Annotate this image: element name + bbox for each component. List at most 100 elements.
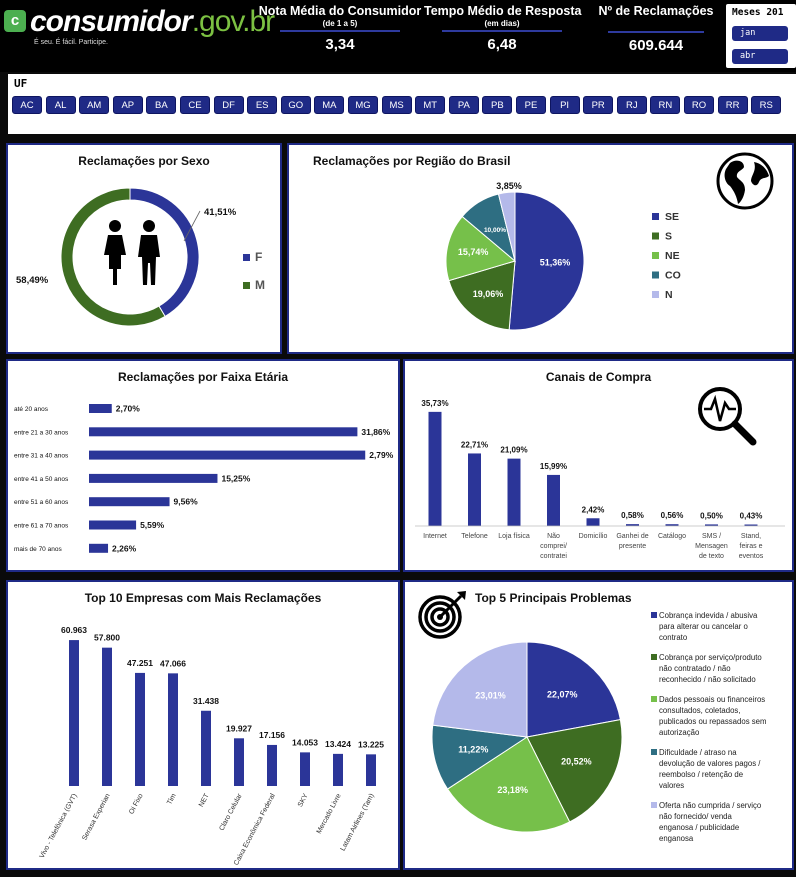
data-label: 23,01%	[475, 691, 506, 701]
data-label: 17.156	[259, 730, 285, 740]
panel-canais: Canais de Compra 35,73% Internet 22,71% Tel…	[403, 359, 794, 572]
tick-label: presente	[619, 543, 646, 550]
data-label: 0,50%	[700, 511, 723, 520]
target-icon	[418, 591, 466, 639]
uf-button-ro[interactable]: RO	[684, 96, 714, 114]
legend-swatch	[652, 252, 659, 259]
legend-label: autorização	[659, 728, 700, 737]
bar	[705, 524, 718, 526]
data-label: 31.438	[193, 696, 219, 706]
tick-label: Latam Airlines (Tam)	[340, 793, 376, 853]
panel-faixa-etaria: Reclamações por Faixa Etária até 20 anos…	[6, 359, 400, 572]
uf-button-rr[interactable]: RR	[717, 96, 748, 114]
target-arrow-shaft	[438, 594, 463, 619]
pie-slice-3	[446, 736, 571, 833]
uf-button-pe[interactable]: PE	[516, 96, 546, 114]
uf-button-pr[interactable]: PR	[583, 96, 614, 114]
data-label: 60.963	[61, 625, 87, 635]
pie-slice-s	[448, 260, 516, 331]
data-label: 47.066	[160, 658, 186, 668]
tick-label: eventos	[739, 553, 764, 560]
uf-button-go[interactable]: GO	[280, 96, 311, 114]
magnifier-lens	[698, 387, 742, 431]
legend-swatch	[652, 291, 659, 298]
uf-button-ce[interactable]: CE	[180, 96, 210, 114]
uf-button-rn[interactable]: RN	[650, 96, 681, 114]
uf-button-ms[interactable]: MS	[381, 96, 412, 114]
uf-button-al[interactable]: AL	[45, 96, 76, 114]
panel-empresas: Top 10 Empresas com Mais Reclamações 60.…	[6, 580, 400, 870]
tick-label: Mensagen	[695, 543, 728, 550]
tick-label: Vivo - Telefônica (GVT)	[39, 793, 79, 860]
uf-button-ac[interactable]: AC	[12, 96, 42, 114]
data-label-co: 10,00%	[484, 227, 506, 234]
uf-button-pa[interactable]: PA	[448, 96, 479, 114]
person-female-head	[109, 220, 121, 232]
search-pulse-icon	[698, 387, 757, 446]
tick-label: até 20 anos	[14, 406, 49, 413]
data-label: 21,09%	[500, 446, 527, 455]
uf-button-es[interactable]: ES	[247, 96, 278, 114]
tick-label: entre 31 a 40 anos	[14, 453, 69, 460]
uf-button-pi[interactable]: PI	[549, 96, 580, 114]
panel-sexo: Reclamações por Sexo 41,51% 58,49% F M	[6, 143, 282, 354]
kpi-divider	[280, 30, 400, 32]
data-label: 2,42%	[582, 505, 605, 514]
tick-label: Catálogo	[658, 533, 686, 540]
tick-label: SMS /	[702, 533, 721, 540]
uf-button-ba[interactable]: BA	[146, 96, 177, 114]
bar	[586, 518, 600, 526]
globe-continent-americas	[724, 160, 745, 204]
legend-swatch	[243, 254, 250, 261]
legend-label: enganosa	[659, 834, 694, 843]
month-button-abr[interactable]: abr	[732, 49, 788, 64]
bar	[428, 411, 442, 526]
bar	[267, 744, 277, 786]
uf-button-rs[interactable]: RS	[751, 96, 782, 114]
kpi-nota-media: Nota Média do Consumidor (de 1 a 5) 3,34	[258, 4, 422, 53]
tick-label: comprei/	[540, 543, 567, 550]
logo-tagline: É seu. É fácil. Participe.	[34, 39, 108, 46]
data-label-se: 51,36%	[540, 258, 571, 268]
bar	[89, 497, 170, 507]
consumidor-logo[interactable]: c consumidor.gov.br É seu. É fácil. Part…	[4, 6, 275, 46]
bar	[300, 752, 310, 786]
bar	[468, 453, 481, 526]
legend-label: reconhecido / não solicitado	[659, 675, 756, 684]
tick-label: mais de 70 anos	[14, 546, 62, 553]
uf-button-am[interactable]: AM	[79, 96, 110, 114]
tick-label: Oi Fixo	[128, 793, 145, 816]
uf-button-pb[interactable]: PB	[482, 96, 513, 114]
uf-button-mt[interactable]: MT	[415, 96, 446, 114]
logo-badge-icon: c	[4, 10, 26, 32]
kpi-title: Nota Média do Consumidor	[258, 4, 422, 18]
uf-button-df[interactable]: DF	[213, 96, 244, 114]
kpi-divider	[608, 31, 704, 33]
month-button-jan[interactable]: jan	[732, 26, 788, 41]
uf-button-ap[interactable]: AP	[112, 96, 143, 114]
tick-label: Claro Celular	[218, 792, 244, 832]
tick-label: Domicílio	[579, 533, 608, 540]
person-female-body	[104, 235, 126, 285]
kpi-divider	[442, 30, 562, 32]
chart-title: Top 5 Principais Problemas	[475, 591, 632, 605]
legend-label: enganosa / publicidade	[659, 823, 739, 832]
data-label-ne: 15,74%	[458, 247, 489, 257]
bar	[626, 524, 639, 526]
legend-label-co: CO	[665, 270, 681, 282]
kpi-title: Tempo Médio de Resposta	[424, 4, 582, 18]
data-label-n: 3,85%	[496, 181, 522, 191]
bar	[102, 647, 112, 786]
globe-icon	[716, 152, 774, 210]
header-bar: c consumidor.gov.br É seu. É fácil. Part…	[0, 0, 796, 72]
legend-label: consultados, coletados,	[659, 706, 741, 715]
uf-button-rj[interactable]: RJ	[616, 96, 647, 114]
legend-label-se: SE	[665, 211, 679, 223]
legend-swatch	[652, 271, 659, 279]
people-icon	[104, 220, 160, 285]
uf-button-mg[interactable]: MG	[348, 96, 378, 114]
data-label: 2,79%	[369, 450, 394, 460]
uf-button-ma[interactable]: MA	[314, 96, 345, 114]
pie-slice-1	[526, 641, 621, 738]
legend-label: Oferta não cumprida / serviço	[659, 801, 762, 810]
